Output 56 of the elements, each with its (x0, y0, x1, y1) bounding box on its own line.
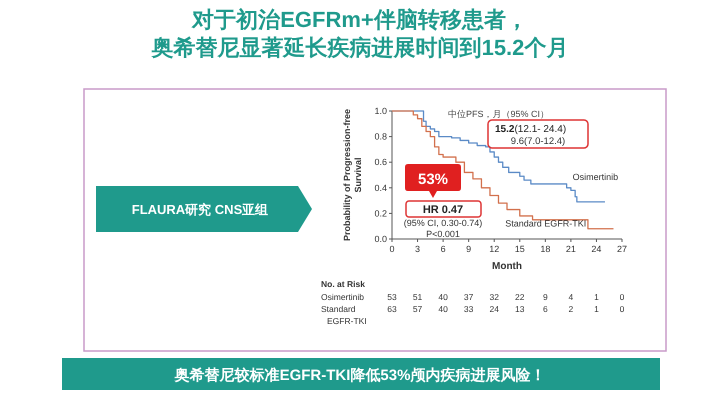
x-tick-label: 24 (591, 244, 602, 254)
x-tick-label: 27 (616, 244, 628, 254)
text: 53 (387, 292, 397, 302)
text: 37 (464, 292, 474, 302)
text: Osimertinib (321, 292, 364, 302)
text: 33 (464, 304, 474, 314)
text: 24 (489, 304, 500, 314)
chart-subtitle: 奥希替尼显著延长疾病进展时间到15.2个月 (150, 35, 568, 60)
text: Standard (321, 304, 356, 314)
text: 2 (568, 304, 574, 314)
annotation: (12.1- 24.4) (514, 124, 566, 135)
annotation: (95% CI, 0.30-0.74) (404, 218, 482, 228)
text: 0 (620, 304, 625, 314)
text: 6 (542, 304, 548, 314)
text: FLAURA研究 CNS亚组 (132, 202, 268, 217)
x-tick-label: 21 (566, 244, 576, 254)
text: EGFR-TKI (327, 316, 367, 326)
x-tick-label: 15 (514, 244, 525, 254)
text: 1 (594, 304, 600, 314)
text: 奥希替尼较标准EGFR-TKI降低53%颅内疾病进展风险！ (174, 367, 546, 384)
series-label: Standard EGFR-TKI (505, 218, 586, 229)
y-tick-label: 0.0 (374, 234, 387, 244)
y-tick-label: 0.6 (374, 157, 387, 168)
text: 57 (412, 304, 423, 314)
x-tick-label: 9 (466, 244, 472, 254)
chart-title: 对于初治EGFRm+伴脑转移患者， (191, 7, 528, 32)
y-tick-label: 0.2 (374, 208, 387, 218)
text: No. at Risk (321, 279, 366, 289)
y-tick-label: 0.4 (374, 182, 387, 193)
annotation: 53% (418, 171, 448, 188)
text: 9 (542, 292, 548, 302)
annotation: P<0.001 (426, 229, 460, 239)
text: 4 (568, 292, 574, 302)
annotation: 15.2 (495, 124, 515, 135)
text: 0 (620, 292, 625, 302)
text: 51 (412, 292, 423, 302)
annotation: 中位PFS，月（95% CI） (448, 109, 550, 119)
text: 63 (387, 304, 397, 314)
x-tick-label: 18 (540, 244, 550, 254)
text: 40 (438, 304, 448, 314)
text: 13 (515, 304, 525, 314)
annotation: 9.6(7.0-12.4) (510, 136, 566, 147)
annotation: HR 0.47 (422, 204, 464, 216)
y-axis-title: Probability of Progression-free Survival (342, 108, 363, 242)
text: 40 (438, 292, 448, 302)
x-axis-title: Month (492, 261, 522, 272)
y-tick-label: 1.0 (374, 106, 387, 116)
text: 1 (594, 292, 600, 302)
x-tick-label: 12 (489, 244, 500, 254)
y-tick-label: 0.8 (374, 132, 387, 142)
series-label: Osimertinib (572, 172, 618, 182)
x-tick-label: 3 (415, 244, 420, 254)
text: 22 (515, 292, 525, 302)
text: 32 (489, 292, 500, 302)
x-tick-label: 0 (389, 244, 395, 254)
x-tick-label: 6 (440, 244, 446, 254)
